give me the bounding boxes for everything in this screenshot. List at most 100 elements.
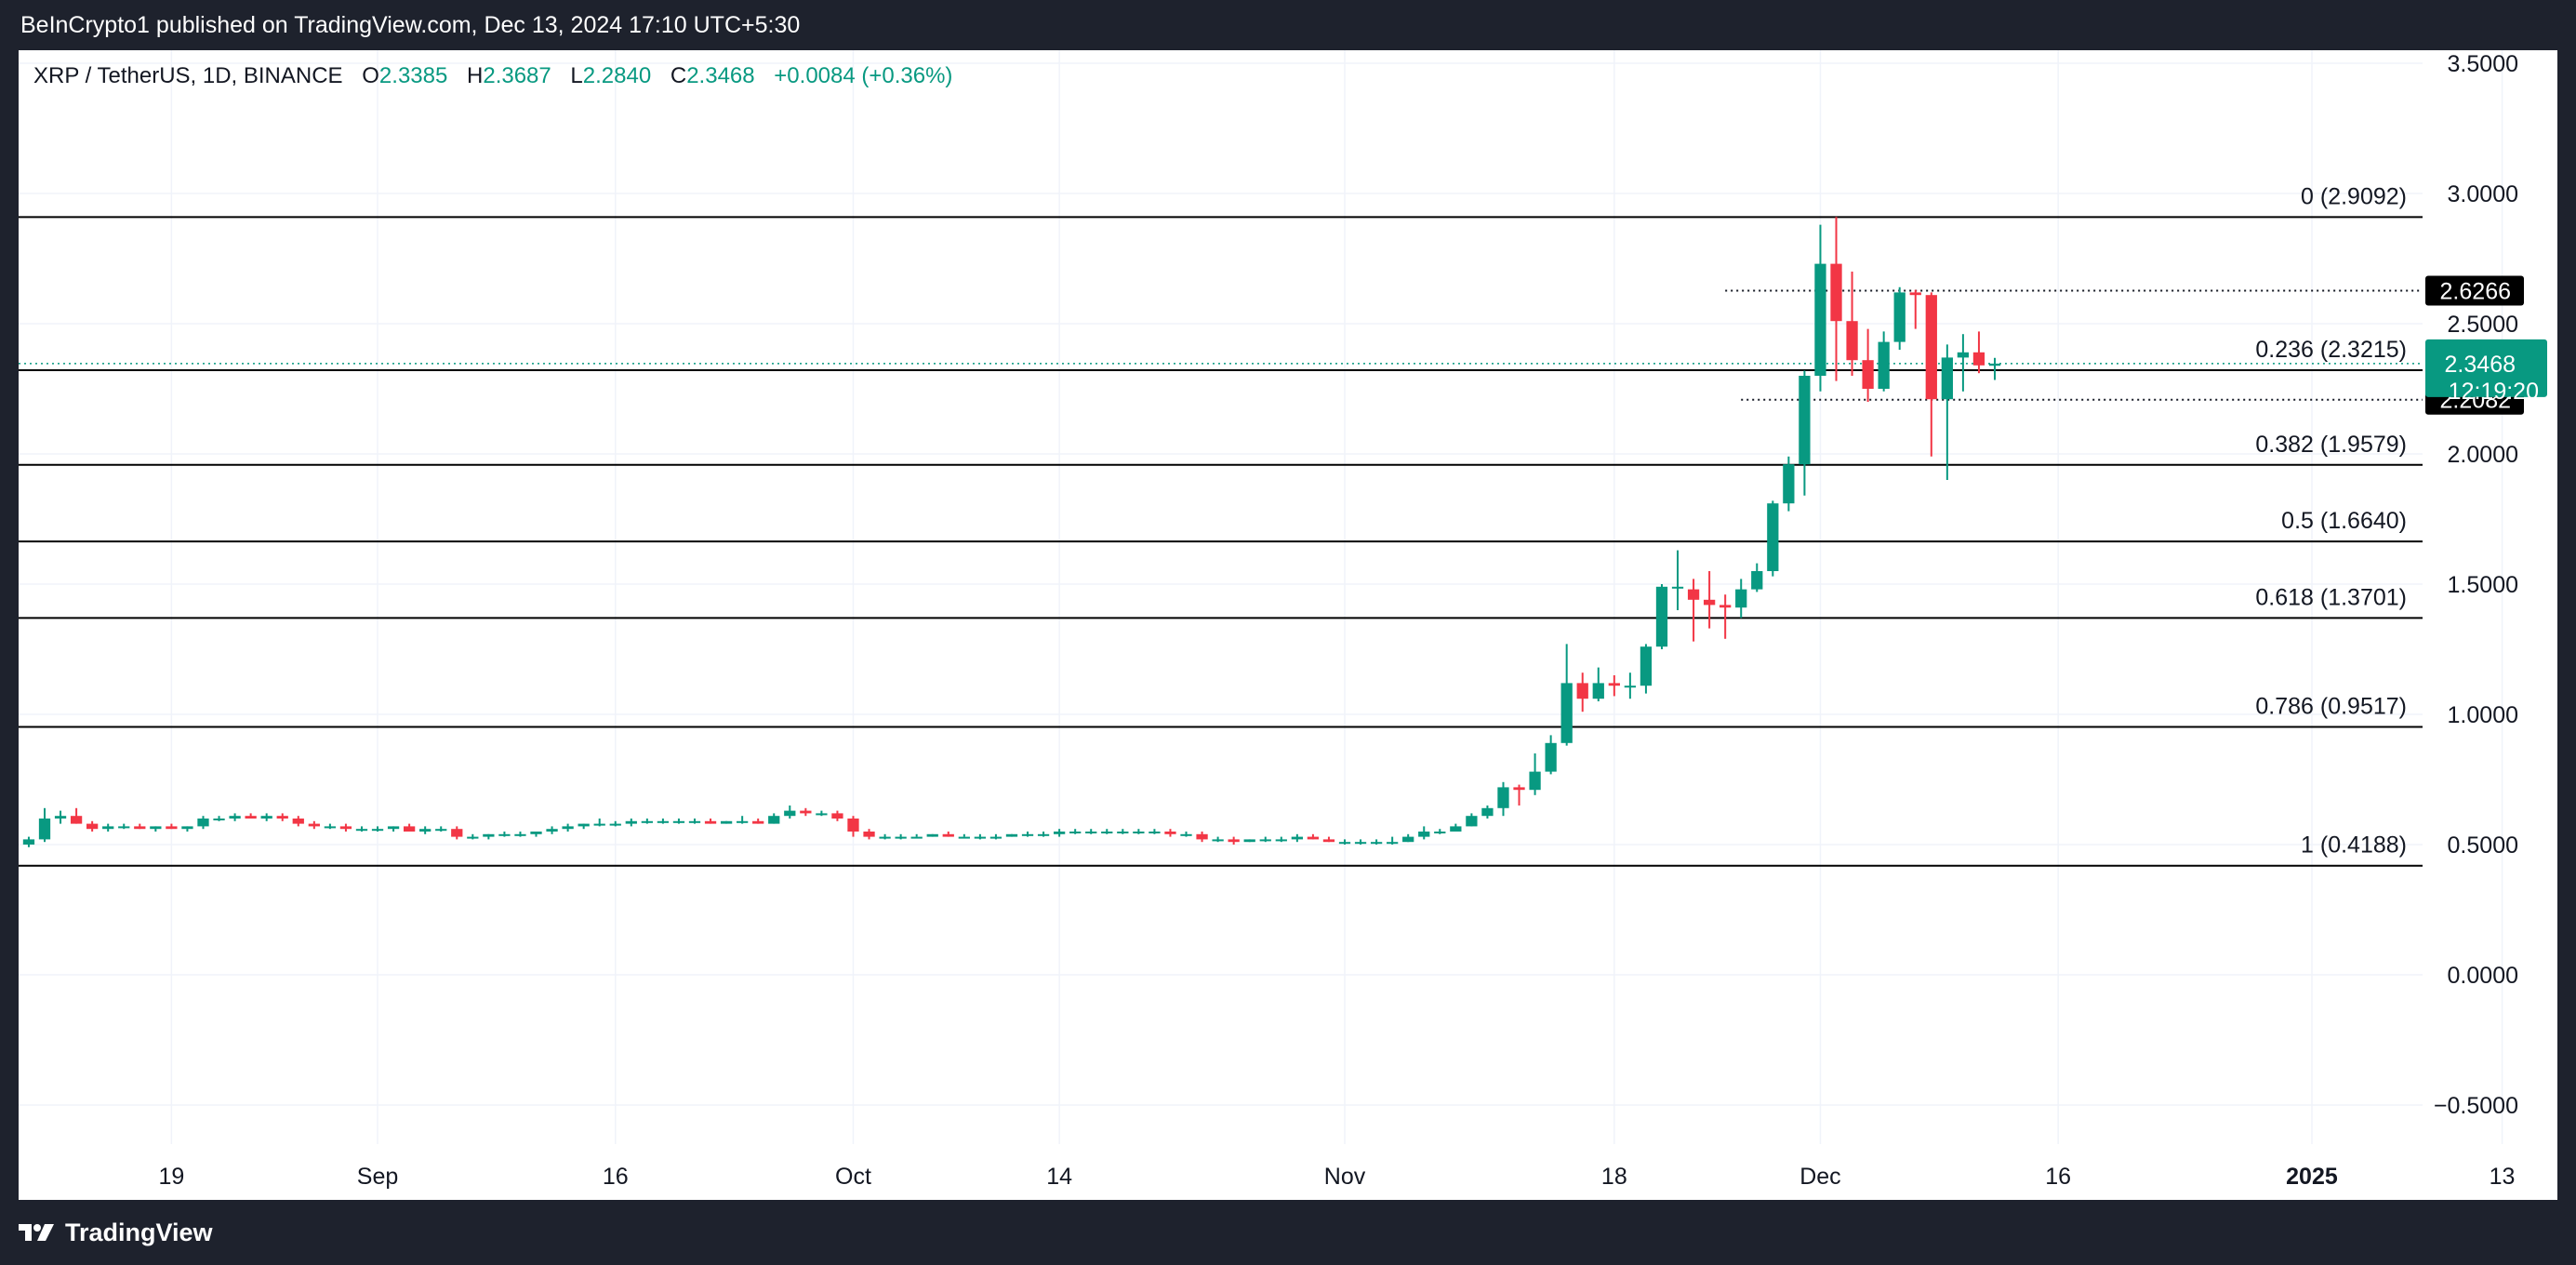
tradingview-logo[interactable]: TradingView [19,1218,213,1247]
candle-body [1402,836,1414,843]
candle [1434,829,1446,834]
x-axis-tick-label: 14 [1046,1164,1072,1190]
candle [339,823,352,832]
candle [1053,829,1066,837]
last-price-value: 2.3468 [2445,352,2516,378]
close-value: 2.3468 [686,63,755,88]
candle [102,823,114,832]
candle-body [181,826,193,830]
candle-body [974,836,987,839]
candle [800,807,812,817]
candle [1275,836,1287,843]
candle [1576,672,1588,712]
candle-body [1878,341,1890,389]
candle-body [625,820,637,824]
candle [150,826,162,832]
candle-body [657,820,670,823]
candle-body [1322,839,1335,843]
candle-body [1418,832,1430,837]
x-axis-tick-label: 2025 [2286,1164,2338,1190]
candle [863,829,875,840]
candle [1783,456,1795,512]
candle [118,823,130,830]
candle [1814,224,1826,392]
candle [1830,217,1842,381]
candle [292,816,304,827]
y-axis-tick-label: 0.0000 [2448,963,2518,989]
candle-body [134,826,146,830]
candle-body [1053,832,1066,834]
candle-body [260,816,272,819]
candle [1180,832,1192,837]
candle-body [1481,807,1494,817]
candle-body [546,829,558,832]
candle [260,813,272,821]
candle [1387,836,1399,845]
candle [1497,781,1509,817]
candle-body [1783,464,1795,504]
y-axis-tick-label: 3.0000 [2448,181,2518,207]
candle-body [70,816,83,824]
fib-level-label: 0.236 (2.3215) [2255,337,2407,363]
candle-body [1941,357,1953,400]
candle [1370,839,1383,845]
candle-body [118,826,130,829]
candle-body [1799,376,1811,465]
candle-body [245,816,257,819]
candle [879,833,891,840]
candle-body [1450,826,1462,832]
candle-body [150,826,162,830]
candle-body [102,826,114,830]
candle [70,807,83,824]
attribution-bar: BeInCrypto1 published on TradingView.com… [0,0,2576,50]
candle-body [1972,352,1985,366]
candle [641,819,653,824]
candle [784,806,796,819]
price-label-box [2425,275,2524,306]
candle-body [1687,589,1700,600]
x-axis-tick-label: Dec [1799,1164,1840,1190]
candle-body [593,823,605,826]
x-axis-tick-label: Oct [835,1164,871,1190]
candle [578,823,590,830]
candle-body [1830,263,1842,322]
candle-body [355,829,368,832]
candle [688,819,701,824]
candle [1402,833,1414,843]
last-price-box [2425,339,2547,397]
candle-body [831,813,843,819]
chart-panel[interactable] [19,50,2557,1200]
candle [1481,806,1494,819]
candle [1228,836,1240,845]
candle-body [910,836,923,839]
candle [197,816,209,830]
candle [546,826,558,834]
candle [1624,672,1637,699]
candle-body [926,833,938,837]
candle [1767,500,1779,577]
candle-body [958,836,970,839]
candle-body [1291,836,1303,840]
candle [593,819,605,827]
candle-body [1560,683,1573,743]
fib-level-label: 1 (0.4188) [2301,832,2407,859]
candle-body [1069,832,1082,833]
candle [1671,550,1684,610]
candle [1846,272,1858,376]
change-value: +0.0084 (+0.36%) [774,63,953,88]
candle [737,816,749,824]
candle [1878,331,1890,392]
candle-body [800,810,812,814]
candle [847,816,859,837]
candle-body [435,829,447,832]
candlestick-chart[interactable]: 0 (2.9092) 0.236 (2.3215) 0.382 (1.9579) 0.… [0,0,2576,1200]
candle [134,823,146,830]
y-axis-tick-label: 2.5000 [2448,312,2518,338]
candle-body [1387,842,1399,845]
candle [1513,784,1525,806]
candle [1703,571,1716,629]
candle [276,813,288,821]
candle-body [308,823,320,827]
candle [498,832,511,837]
candle-body [1513,787,1525,791]
